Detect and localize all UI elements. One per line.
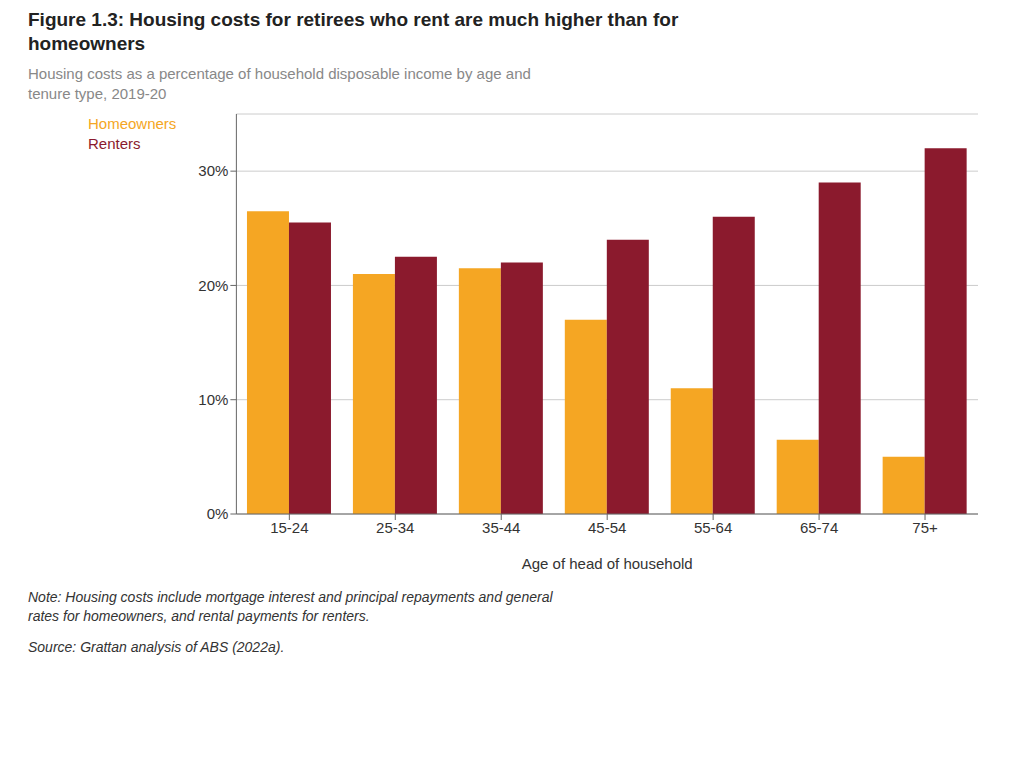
html-text:tenure type, 2019-20: tenure type, 2019-20	[28, 85, 167, 102]
svg-text:10%: 10%	[198, 391, 228, 408]
svg-text:15-24: 15-24	[270, 519, 308, 536]
html-text:Note: Housing costs include mo: Note: Housing costs include mortgage int…	[28, 589, 553, 605]
svg-text:0%: 0%	[207, 505, 229, 522]
svg-text:55-64: 55-64	[694, 519, 732, 536]
svg-text:75+: 75+	[912, 519, 938, 536]
html-text:Housing costs as a percentage: Housing costs as a percentage of househo…	[28, 65, 531, 82]
svg-text:45-54: 45-54	[588, 519, 626, 536]
html-text:Source: Grattan analysis of AB: Source: Grattan analysis of ABS (2022a).	[28, 639, 285, 655]
html-text:Renters: Renters	[88, 135, 141, 152]
svg-text:30%: 30%	[198, 162, 228, 179]
svg-text:25-34: 25-34	[376, 519, 414, 536]
svg-text:35-44: 35-44	[482, 519, 520, 536]
svg-text:20%: 20%	[198, 277, 228, 294]
html-text:Homeowners: Homeowners	[88, 115, 177, 132]
svg-text:65-74: 65-74	[800, 519, 838, 536]
html-text:homeowners: homeowners	[28, 33, 146, 54]
html-text:Figure 1.3: Housing costs for: Figure 1.3: Housing costs for retirees w…	[28, 9, 679, 30]
html-text:rates for homeowners, and rent: rates for homeowners, and rental payment…	[28, 608, 370, 624]
svg-text:Age of head of household: Age of head of household	[522, 555, 693, 572]
